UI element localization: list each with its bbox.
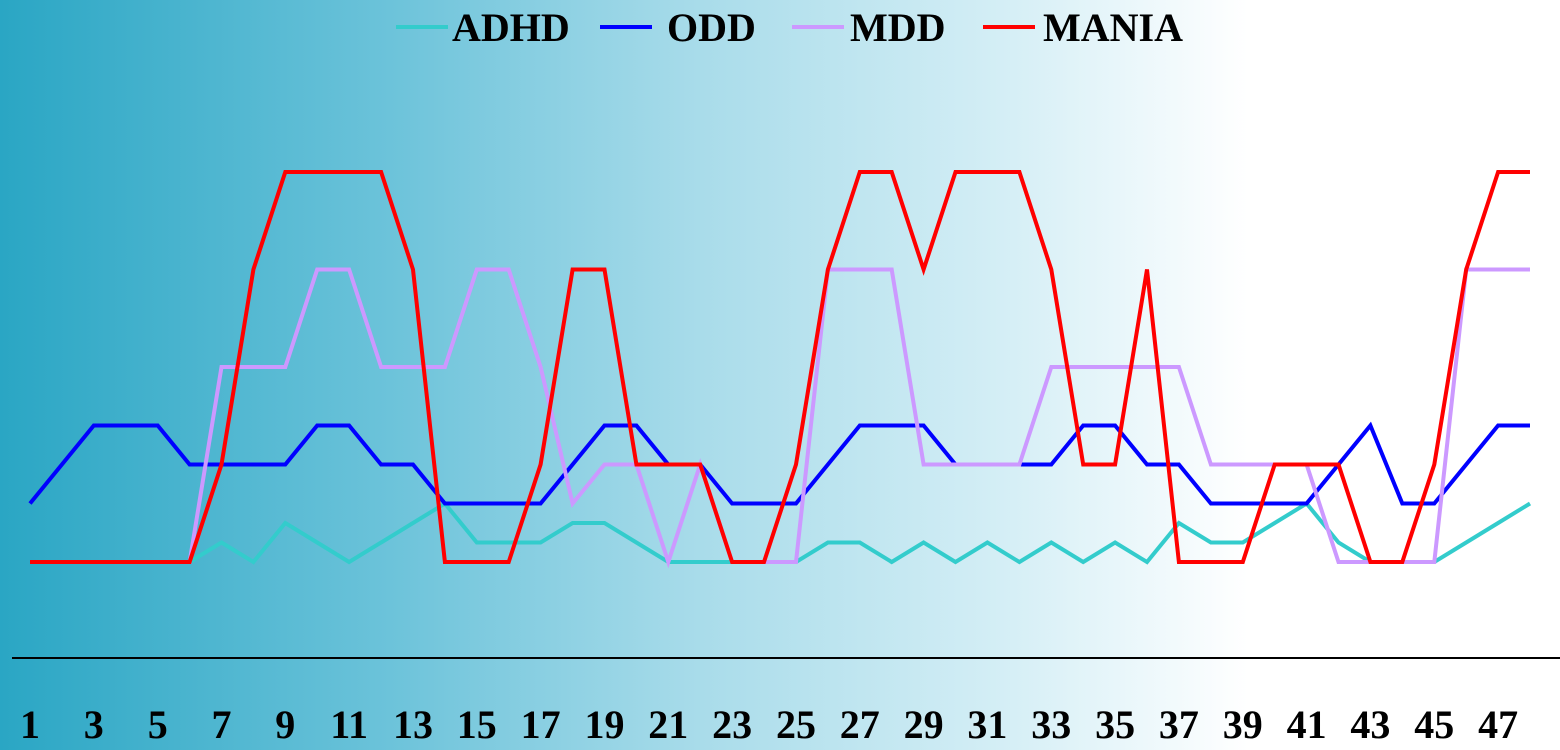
x-tick-label: 43 [1350,702,1390,747]
x-tick-label: 3 [84,702,104,747]
x-tick-labels: 1 3 5 7 9 11 13 15 17 19 21 23 25 27 29 31 33 35 37 39 41 43 4… [20,702,1518,747]
series-line-mania [30,170,1530,564]
x-tick-label: 29 [904,702,944,747]
x-tick-label: 25 [776,702,816,747]
x-tick-label: 47 [1478,702,1518,747]
x-tick-label: 37 [1159,702,1199,747]
x-tick-label: 39 [1223,702,1263,747]
x-tick-label: 15 [457,702,497,747]
x-tick-label: 19 [585,702,625,747]
x-tick-label: 13 [393,702,433,747]
x-tick-label: 23 [712,702,752,747]
x-tick-label: 35 [1095,702,1135,747]
x-tick-label: 5 [148,702,168,747]
x-tick-label: 7 [212,702,232,747]
x-tick-label: 31 [967,702,1007,747]
legend-label-adhd: ADHD [452,5,570,50]
x-tick-label: 41 [1287,702,1327,747]
legend-label-mania: MANIA [1043,5,1183,50]
x-tick-label: 33 [1031,702,1071,747]
legend-label-odd: ODD [667,5,756,50]
x-tick-label: 45 [1414,702,1454,747]
x-tick-label: 17 [521,702,561,747]
series-line-odd [28,421,1530,506]
series-lines [28,170,1532,569]
x-tick-label: 11 [330,702,368,747]
x-tick-label: 1 [20,702,40,747]
x-tick-label: 9 [275,702,295,747]
legend-label-mdd: MDD [850,5,946,50]
x-tick-label: 27 [840,702,880,747]
x-tick-label: 21 [648,702,688,747]
legend: ADHD ODD MDD MANIA [396,5,1183,50]
